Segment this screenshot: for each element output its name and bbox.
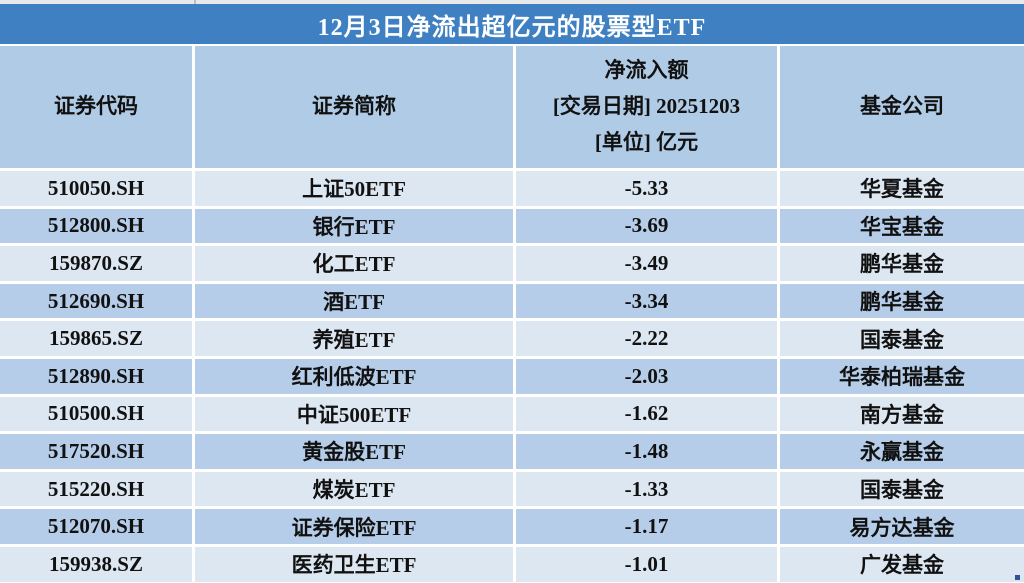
table-cell-value: -1.17 xyxy=(516,509,777,544)
top-edge-strip xyxy=(0,0,1024,4)
table-cell-code: 510500.SH xyxy=(0,396,192,432)
table-cell-company: 永赢基金 xyxy=(780,434,1024,469)
table-cell-code: 512800.SH xyxy=(0,208,192,244)
table-cell-name: 煤炭ETF xyxy=(195,471,513,507)
table-cell-name: 银行ETF xyxy=(195,208,513,244)
table-cell-value: -3.49 xyxy=(516,246,777,281)
table-cell-value: -2.03 xyxy=(516,358,777,394)
table-cell-company: 鹏华基金 xyxy=(780,246,1024,281)
table-cell-company: 易方达基金 xyxy=(780,509,1024,544)
table-cell-company: 华宝基金 xyxy=(780,208,1024,244)
table-cell-code: 159870.SZ xyxy=(0,246,192,281)
table-cell-name: 黄金股ETF xyxy=(195,434,513,469)
column-header-name-label: 证券简称 xyxy=(312,94,396,119)
table-cell-name: 化工ETF xyxy=(195,246,513,281)
table-cell-value: -2.22 xyxy=(516,321,777,356)
table-cell-code: 517520.SH xyxy=(0,434,192,469)
column-header-code: 证券代码 xyxy=(0,46,192,168)
column-header-company: 基金公司 xyxy=(780,46,1024,168)
table-cell-company: 国泰基金 xyxy=(780,321,1024,356)
netflow-header-line2: [交易日期] 20251203 xyxy=(552,94,741,119)
table-cell-name: 证券保险ETF xyxy=(195,509,513,544)
table-cell-code: 512070.SH xyxy=(0,509,192,544)
column-header-code-label: 证券代码 xyxy=(54,94,138,119)
table-cell-code: 515220.SH xyxy=(0,471,192,507)
column-header-netflow: 净流入额 [交易日期] 20251203 [单位] 亿元 xyxy=(516,46,777,168)
page-title-text: 12月3日净流出超亿元的股票型ETF xyxy=(317,14,707,41)
table-cell-value: -1.48 xyxy=(516,434,777,469)
table-cell-value: -5.33 xyxy=(516,171,777,206)
table-cell-value: -3.34 xyxy=(516,283,777,319)
table-cell-name: 养殖ETF xyxy=(195,321,513,356)
page-title: 12月3日净流出超亿元的股票型ETF xyxy=(0,4,1024,44)
table-cell-company: 华泰柏瑞基金 xyxy=(780,358,1024,394)
table-cell-code: 512690.SH xyxy=(0,283,192,319)
table-cell-name: 医药卫生ETF xyxy=(195,546,513,582)
table-cell-name: 中证500ETF xyxy=(195,396,513,432)
column-divider-tick xyxy=(194,0,196,4)
table-cell-name: 红利低波ETF xyxy=(195,358,513,394)
table-cell-name: 酒ETF xyxy=(195,283,513,319)
table-cell-company: 广发基金 xyxy=(780,546,1024,582)
table-cell-value: -3.69 xyxy=(516,208,777,244)
column-header-company-label: 基金公司 xyxy=(860,94,944,119)
column-header-name: 证券简称 xyxy=(195,46,513,168)
table-cell-company: 南方基金 xyxy=(780,396,1024,432)
table-cell-company: 鹏华基金 xyxy=(780,283,1024,319)
netflow-header-line1: 净流入额 xyxy=(604,58,689,83)
corner-handle-mark xyxy=(1015,575,1020,580)
etf-table: 证券代码 证券简称 净流入额 [交易日期] 20251203 [单位] 亿元 基… xyxy=(0,46,1024,582)
table-cell-code: 159938.SZ xyxy=(0,546,192,582)
table-cell-code: 512890.SH xyxy=(0,358,192,394)
table-cell-value: -1.33 xyxy=(516,471,777,507)
table-cell-company: 华夏基金 xyxy=(780,171,1024,206)
table-cell-name: 上证50ETF xyxy=(195,171,513,206)
table-cell-value: -1.01 xyxy=(516,546,777,582)
netflow-header-line3: [单位] 亿元 xyxy=(594,129,699,154)
table-cell-code: 510050.SH xyxy=(0,171,192,206)
table-cell-code: 159865.SZ xyxy=(0,321,192,356)
table-cell-company: 国泰基金 xyxy=(780,471,1024,507)
table-cell-value: -1.62 xyxy=(516,396,777,432)
